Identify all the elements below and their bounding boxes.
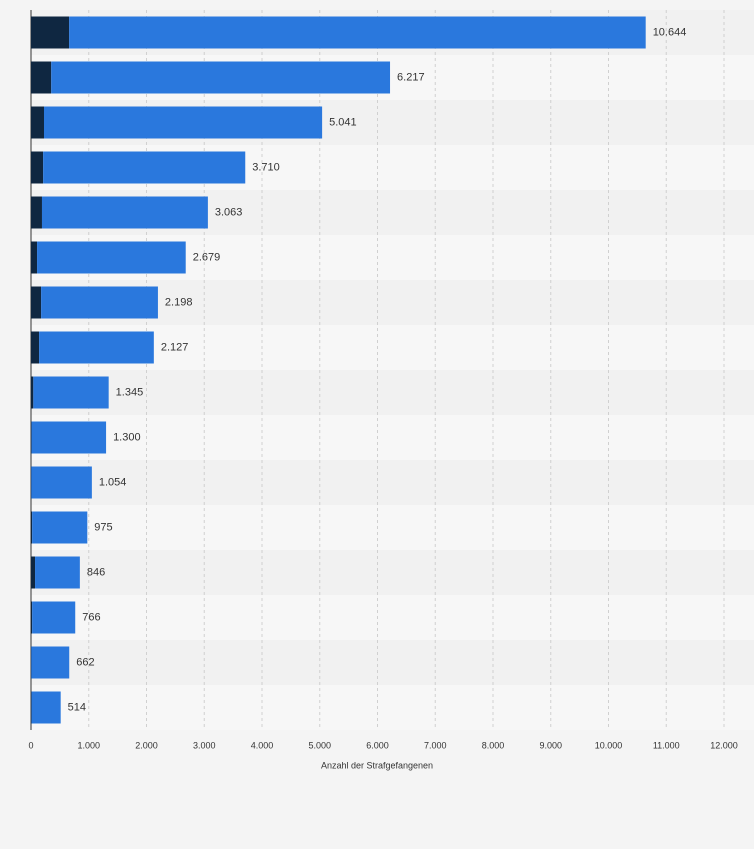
bar-segment — [32, 511, 88, 544]
total-label: 3.710 — [252, 161, 280, 173]
total-label: 514 — [68, 701, 86, 713]
x-tick-label: 3.000 — [193, 740, 216, 750]
bar-segment — [32, 601, 76, 634]
row-band — [31, 415, 754, 460]
x-tick-label: 7.000 — [424, 740, 447, 750]
bar-segment — [31, 106, 44, 139]
total-label: 1.300 — [113, 431, 141, 443]
row-band — [31, 505, 754, 550]
x-tick-label: 11.000 — [653, 740, 680, 750]
bar-segment — [69, 16, 646, 49]
bar-segment — [31, 601, 33, 634]
x-tick-label: 12.000 — [710, 740, 738, 750]
x-tick-label: 5.000 — [308, 740, 331, 750]
bar-segment — [31, 511, 33, 544]
bar-segment — [31, 286, 42, 319]
total-label: 766 — [82, 611, 100, 623]
bar-segment — [31, 556, 36, 589]
bar-segment — [31, 691, 32, 724]
bar-segment — [31, 466, 92, 499]
bar-segment — [31, 196, 42, 229]
total-label: 2.679 — [193, 251, 221, 263]
x-tick-label: 2.000 — [135, 740, 158, 750]
total-label: 846 — [87, 566, 105, 578]
x-tick-label: 1.000 — [77, 740, 100, 750]
bar-segment — [31, 331, 40, 364]
bar-segment — [31, 151, 44, 184]
x-tick-label: 8.000 — [482, 740, 505, 750]
total-label: 10.644 — [653, 26, 687, 38]
bar-segment — [31, 646, 70, 679]
row-band — [31, 460, 754, 505]
x-tick-label: 9.000 — [539, 740, 562, 750]
total-label: 1.054 — [99, 476, 127, 488]
total-label: 6.217 — [397, 71, 425, 83]
x-axis-title: Anzahl der Strafgefangenen — [321, 760, 433, 770]
x-tick-label: 4.000 — [251, 740, 274, 750]
bar-segment — [31, 376, 34, 409]
bar-segment — [35, 556, 80, 589]
bar-segment — [31, 421, 32, 454]
x-tick-label: 10.000 — [595, 740, 623, 750]
bar-segment — [31, 61, 52, 94]
row-band — [31, 640, 754, 685]
total-label: 2.127 — [161, 341, 189, 353]
bar-segment — [51, 61, 391, 94]
total-label: 2.198 — [165, 296, 193, 308]
total-label: 975 — [94, 521, 112, 533]
row-band — [31, 685, 754, 730]
bar-segment — [31, 421, 107, 454]
x-tick-label: 0 — [28, 740, 33, 750]
bar-segment — [43, 106, 323, 139]
row-band — [31, 370, 754, 415]
x-tick-label: 6.000 — [366, 740, 389, 750]
total-label: 5.041 — [329, 116, 357, 128]
bar-segment — [43, 151, 246, 184]
bar-segment — [41, 286, 158, 319]
bar-segment — [31, 691, 61, 724]
bar-segment — [37, 241, 186, 274]
bar-segment — [39, 331, 154, 364]
total-label: 3.063 — [215, 206, 243, 218]
bar-segment — [31, 16, 70, 49]
bar-segment — [33, 376, 109, 409]
total-label: 1.345 — [116, 386, 144, 398]
row-band — [31, 595, 754, 640]
bar-segment — [31, 241, 38, 274]
bar-segment — [41, 196, 208, 229]
row-band — [31, 550, 754, 595]
total-label: 662 — [76, 656, 94, 668]
